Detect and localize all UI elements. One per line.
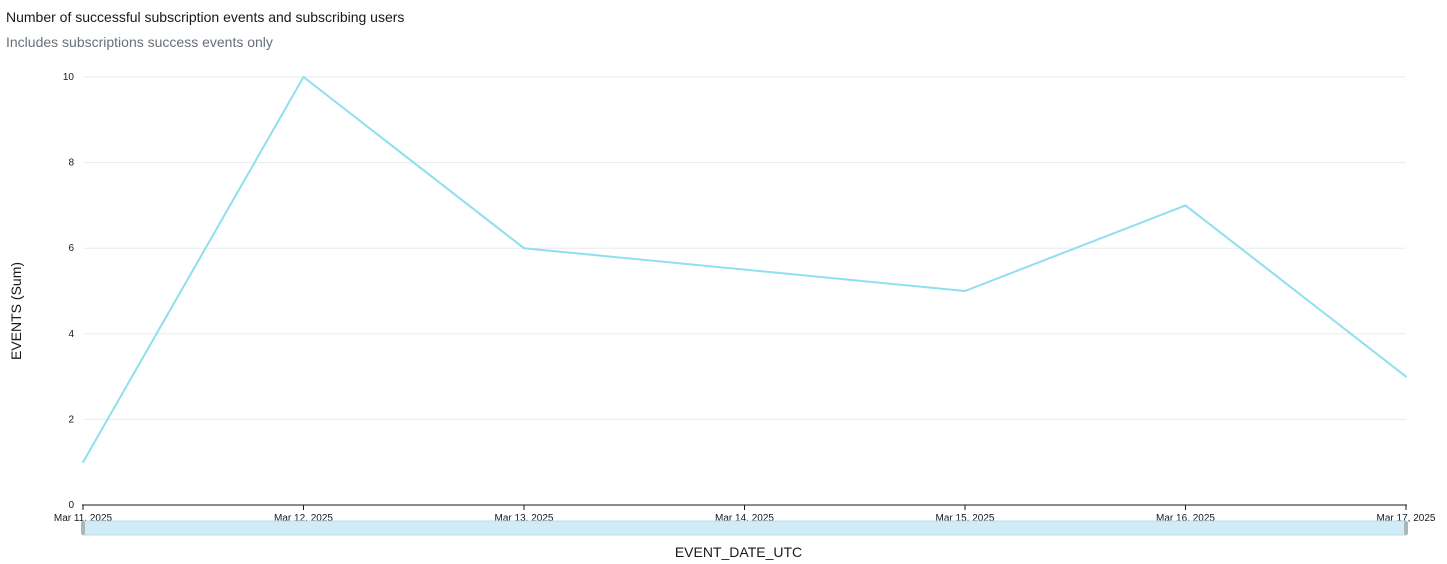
data-point[interactable] — [962, 288, 968, 294]
y-tick-label: 8 — [68, 158, 74, 169]
x-tick-label: Mar 17, 2025 — [1377, 513, 1436, 524]
data-point[interactable] — [1403, 374, 1409, 380]
y-tick-label: 0 — [68, 500, 74, 511]
y-tick-label: 10 — [63, 72, 75, 83]
gridlines — [83, 76, 1406, 420]
chart-subtitle: Includes subscriptions success events on… — [6, 34, 273, 50]
x-tick-label: Mar 14, 2025 — [715, 513, 774, 524]
range-slider-right-handle[interactable] — [1404, 521, 1408, 535]
y-tick-label: 6 — [68, 243, 74, 254]
x-tick-label: Mar 13, 2025 — [495, 513, 554, 524]
y-axis-ticks: 0 2 4 6 8 10 — [63, 72, 75, 511]
x-tick-label: Mar 15, 2025 — [936, 513, 995, 524]
y-tick-label: 2 — [68, 414, 74, 425]
series-line — [82, 76, 1407, 464]
range-slider[interactable] — [81, 520, 1408, 536]
x-tick-label: Mar 16, 2025 — [1156, 513, 1215, 524]
data-point[interactable] — [1183, 202, 1189, 208]
series-layer — [80, 74, 1409, 465]
x-tick-label: Mar 12, 2025 — [274, 513, 333, 524]
data-point[interactable] — [80, 459, 86, 465]
x-axis-ticks: Mar 11, 2025 Mar 12, 2025 Mar 13, 2025 Mar … — [54, 505, 1436, 524]
y-tick-label: 4 — [68, 329, 74, 340]
range-slider-track[interactable] — [82, 520, 1407, 536]
data-point[interactable] — [521, 245, 527, 251]
y-axis-title: EVENTS (Sum) — [8, 262, 24, 360]
data-point[interactable] — [301, 74, 307, 80]
x-tick-label: Mar 11, 2025 — [54, 513, 113, 524]
x-axis-title: EVENT_DATE_UTC — [675, 544, 802, 560]
chart-title: Number of successful subscription events… — [6, 9, 405, 25]
range-slider-left-handle[interactable] — [81, 521, 85, 535]
